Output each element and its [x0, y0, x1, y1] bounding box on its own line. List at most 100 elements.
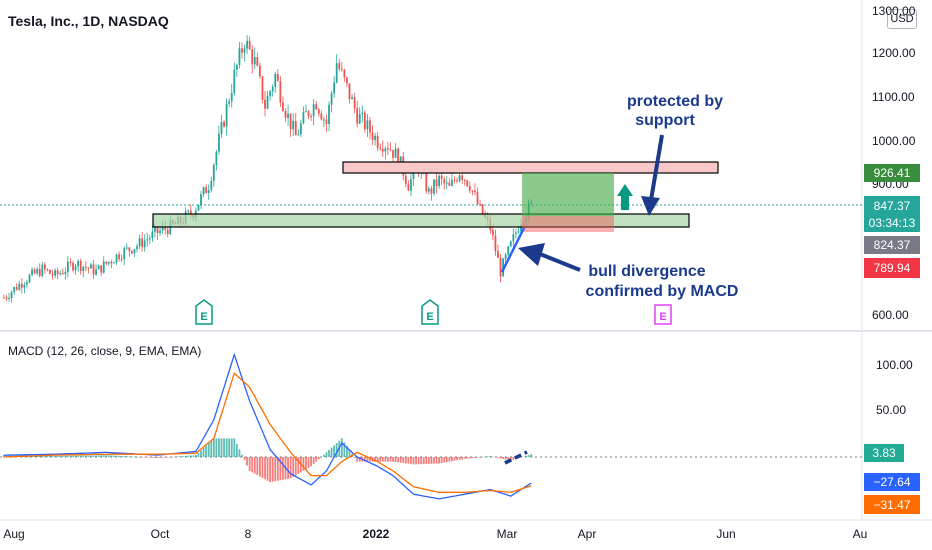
signal-line [3, 372, 532, 493]
earnings-marker-3[interactable]: E [654, 304, 672, 325]
up-arrow-shaft [621, 196, 629, 210]
currency-button[interactable]: USD [887, 9, 917, 29]
macd-hist-bar [184, 455, 187, 457]
macd-hist-bar [171, 456, 174, 458]
candle-body [292, 120, 295, 130]
candle-body [225, 103, 228, 127]
candle-body [253, 57, 256, 65]
macd-hist-bar [346, 446, 348, 457]
price-label-stop [864, 258, 920, 278]
candle-body [317, 109, 320, 114]
macd-hist-bar [438, 457, 440, 464]
earnings-marker-1[interactable]: E [195, 299, 213, 325]
candle-body [407, 183, 410, 191]
price-label-last-text: 847.37 [874, 199, 911, 213]
candle-body [479, 203, 481, 205]
candle-body [136, 246, 138, 250]
candle-body [235, 64, 238, 70]
macd-hist-bar [123, 456, 126, 457]
macd-hist-bar [187, 455, 190, 457]
candle-body [458, 175, 461, 182]
candle-body [276, 73, 279, 81]
macd-hist-bar [61, 455, 64, 457]
macd-hist-bar [494, 457, 497, 458]
candle-body [266, 96, 269, 109]
macd-hist-bar [261, 457, 264, 478]
up-arrow-icon [617, 184, 633, 196]
macd-hist-bar [82, 455, 85, 457]
macd-label-signal-text: −31.47 [873, 498, 910, 512]
macd-hist-bar [404, 457, 407, 464]
candle-body [107, 261, 110, 264]
support-arrow-line [649, 134, 664, 201]
macd-divergence-line [504, 450, 528, 465]
candle-body [456, 180, 458, 182]
macd-hist-bar [271, 457, 274, 482]
candle-body [125, 247, 128, 249]
candle-body [338, 63, 341, 69]
macd-hist-bar [225, 438, 228, 457]
macd-hist-bar [212, 438, 215, 457]
macd-hist-bar [161, 457, 164, 458]
divergence-arrow-head [518, 243, 545, 266]
candle-body [302, 111, 305, 124]
candle-body [461, 175, 464, 180]
macd-hist-bar [136, 456, 138, 458]
macd-label-macd-text: −27.64 [873, 475, 910, 489]
time-tick-mar: Mar [497, 527, 518, 541]
macd-hist-bar [440, 457, 443, 464]
macd-hist-bar [207, 443, 210, 457]
macd-hist-bar [417, 457, 420, 465]
candle-body [100, 265, 103, 273]
candle-body [82, 266, 85, 272]
macd-hist-bar [289, 457, 292, 479]
candle-body [433, 179, 435, 194]
candle-body [212, 165, 215, 181]
time-tick-jun: Jun [716, 527, 735, 541]
time-tick-aug: Aug [3, 527, 24, 541]
macd-hist-bar [522, 456, 525, 458]
macd-hist-bar [92, 455, 95, 457]
candle-body [330, 93, 333, 105]
macd-hist-bar [192, 455, 195, 457]
earnings-marker-2[interactable]: E [421, 299, 439, 325]
price-tick-600: 600.00 [872, 308, 909, 322]
macd-hist-bar [466, 457, 469, 459]
macd-hist-bar [348, 450, 351, 457]
candle-body [164, 226, 167, 230]
macd-hist-bar [253, 457, 256, 474]
candle-body [156, 227, 159, 234]
macd-hist-bar [77, 455, 80, 457]
candle-body [8, 297, 10, 299]
candle-body [87, 267, 90, 269]
candle-body [325, 119, 328, 125]
macd-hist-bar [110, 455, 113, 457]
macd-hist-bar [205, 445, 208, 457]
macd-label-hist [864, 444, 904, 462]
candle-body [284, 110, 287, 118]
macd-hist-bar [328, 450, 330, 457]
macd-hist-bar [120, 455, 123, 457]
macd-hist-bar [182, 456, 184, 457]
candle-body [261, 76, 264, 100]
macd-hist-bar [504, 457, 507, 460]
candle-body [274, 73, 277, 87]
earnings-label-3: E [659, 311, 666, 323]
macd-hist-bar [499, 457, 502, 459]
candle-body [113, 262, 115, 264]
macd-label-signal [864, 495, 920, 514]
candle-body [353, 97, 356, 109]
earnings-label-2: E [426, 311, 433, 323]
candle-body [38, 269, 41, 276]
annotation-divergence-1: bull divergence [588, 263, 705, 280]
candle-body [289, 113, 292, 130]
candle-body [451, 179, 453, 186]
candle-body [187, 210, 190, 212]
resistance-zone [342, 161, 719, 174]
macd-hist-bar [389, 457, 392, 462]
macd-hist-bar [113, 455, 115, 457]
candle-body [328, 104, 330, 125]
macd-hist-bar [174, 456, 177, 458]
candle-body [218, 133, 220, 152]
